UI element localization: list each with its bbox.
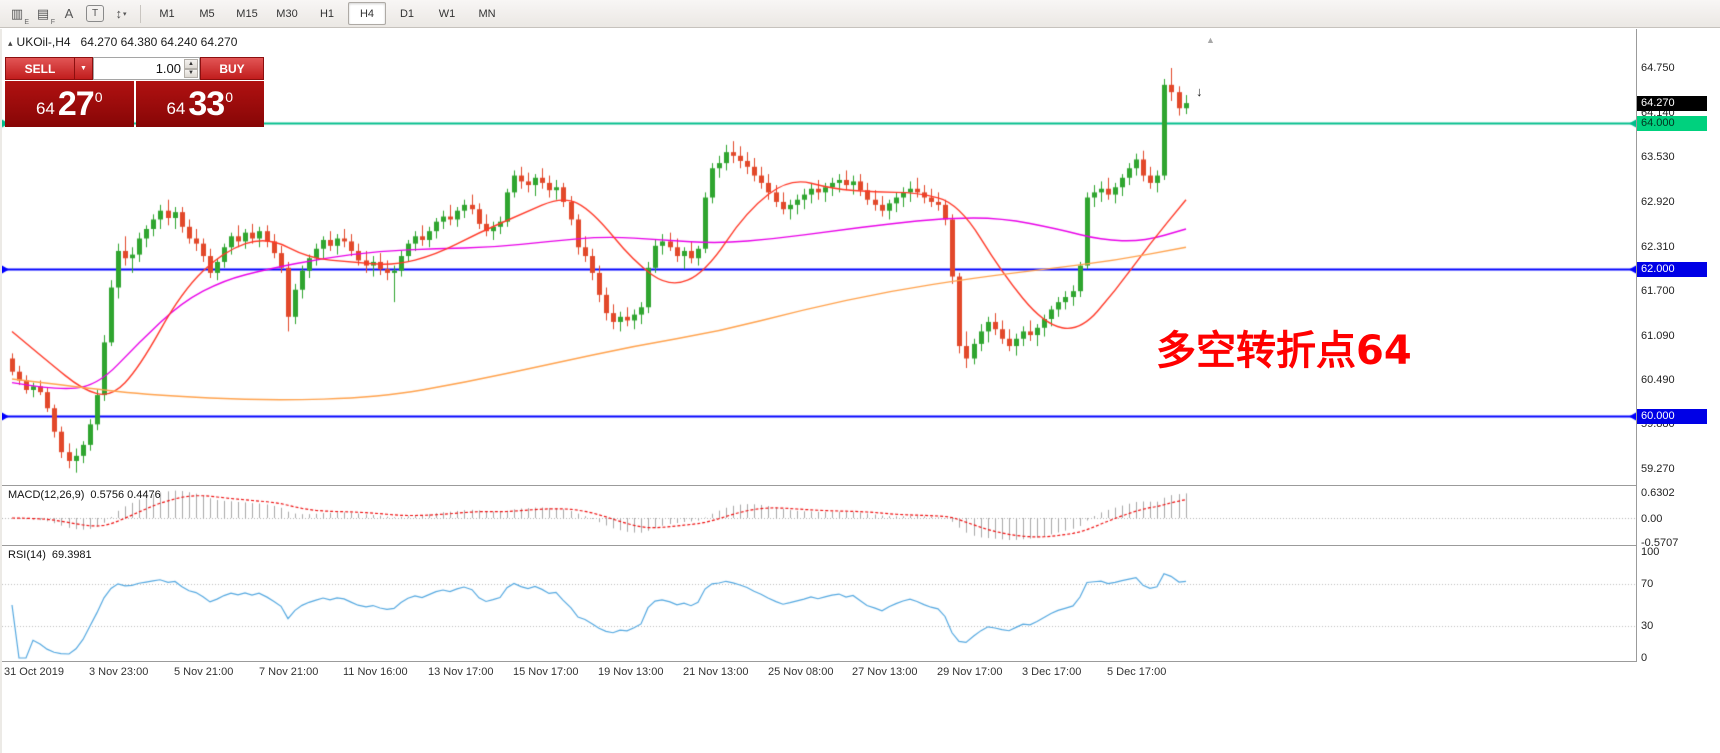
price-tick: 63.530 [1641, 151, 1675, 164]
rsi-scale-label: 30 [1641, 620, 1654, 633]
timeframe-M30[interactable]: M30 [276, 7, 298, 20]
panel-separator[interactable] [0, 485, 1636, 486]
volume-down-button[interactable]: ▼ [184, 68, 198, 78]
time-axis-label: 15 Nov 17:00 [513, 666, 579, 678]
last-price-arrow-icon: ↓ [1196, 84, 1203, 99]
macd-name: MACD(12,26,9) [8, 489, 85, 501]
buy-price-sup: 0 [225, 88, 234, 105]
price-badge: 64.270 [1637, 96, 1707, 112]
timeframe-H4[interactable]: H4 [348, 2, 386, 25]
sell-button[interactable]: SELL [5, 57, 75, 80]
price-tick: 60.490 [1641, 373, 1675, 386]
time-axis-label: 19 Nov 13:00 [598, 666, 664, 678]
order-type-dropdown[interactable]: ▼ [75, 57, 93, 80]
timeframe-H1[interactable]: H1 [319, 7, 335, 20]
main-chart-canvas[interactable] [2, 29, 1636, 485]
chart-symbol-label: UKOil-,H4 [16, 35, 71, 49]
drawing-tools-group: ▥ E ▤ F A T ↕ ▾ [4, 3, 134, 26]
buy-price-pips: 33 [188, 84, 225, 123]
chart-tool-e-icon[interactable]: ▥ E [10, 5, 29, 26]
time-axis-label: 13 Nov 17:00 [428, 666, 494, 678]
price-badge: 62.000 [1637, 262, 1707, 278]
rsi-value: 69.3981 [51, 549, 92, 561]
time-axis-label: 11 Nov 16:00 [343, 666, 408, 678]
cursor-tool-icon[interactable]: ↕ ▾ [115, 6, 127, 21]
price-tick: 62.310 [1641, 240, 1675, 253]
time-axis-label: 3 Dec 17:00 [1022, 666, 1082, 678]
sell-price-pips: 27 [57, 84, 95, 123]
chart-ohlc-values: 64.270 64.380 64.240 64.270 [80, 35, 238, 49]
volume-up-button[interactable]: ▲ [184, 59, 198, 69]
toolbar: ▥ E ▤ F A T ↕ ▾ M1 M5 M15 M30 H1 H4 D1 W1 MN [0, 0, 1720, 28]
price-tick: 61.090 [1641, 329, 1675, 342]
price-tick: 64.750 [1641, 62, 1675, 74]
time-axis-label: 29 Nov 17:00 [937, 666, 1003, 678]
timeframe-M5[interactable]: M5 [199, 7, 215, 20]
price-scale[interactable]: 64.750 64.140 63.530 62.920 62.310 61.700 61.0… [1637, 29, 1720, 664]
timeframe-M15[interactable]: M15 [236, 7, 258, 20]
collapse-panel-icon[interactable]: ▴ [8, 38, 13, 48]
volume-input[interactable] [94, 58, 199, 79]
price-tick: 61.700 [1641, 285, 1675, 298]
macd-panel-canvas[interactable] [2, 486, 1636, 545]
timeframe-M1[interactable]: M1 [159, 7, 175, 20]
macd-scale-label: 0.00 [1641, 513, 1663, 525]
time-axis[interactable]: 31 Oct 2019 3 Nov 23:00 5 Nov 21:00 7 Nov 2… [2, 662, 1636, 686]
time-axis-label: 7 Nov 21:00 [259, 666, 319, 678]
rsi-scale-label: 70 [1641, 577, 1654, 590]
time-axis-label: 3 Nov 23:00 [89, 666, 149, 678]
macd-label: MACD(12,26,9) 0.5756 0.4476 [8, 489, 167, 501]
window-left-border [0, 29, 2, 753]
rsi-panel-canvas[interactable] [2, 546, 1636, 661]
panel-separator [0, 661, 1636, 662]
annotation-text: 多空转折点64 [1156, 328, 1412, 374]
rsi-name: RSI(14) [8, 549, 46, 561]
chart-tool-f-icon[interactable]: ▤ F [36, 5, 55, 26]
timeframe-MN[interactable]: MN [478, 7, 496, 20]
macd-scale-label: 0.6302 [1641, 486, 1675, 499]
price-tick: 59.270 [1641, 463, 1675, 475]
sell-price-panel[interactable]: 64 27 0 [5, 81, 134, 127]
time-axis-label: 21 Nov 13:00 [683, 666, 749, 678]
price-tick: 62.920 [1641, 195, 1675, 208]
buy-price-base: 64 [166, 98, 186, 118]
toolbar-separator [140, 4, 141, 23]
rsi-scale-label: 0 [1641, 652, 1648, 664]
time-axis-label: 5 Dec 17:00 [1107, 666, 1167, 678]
sell-price-sup: 0 [94, 88, 103, 105]
timeframe-W1[interactable]: W1 [438, 7, 456, 20]
buy-price-panel[interactable]: 64 33 0 [135, 81, 264, 127]
timeframe-D1[interactable]: D1 [399, 7, 415, 20]
time-axis-label: 31 Oct 2019 [4, 666, 64, 678]
sell-price-base: 64 [35, 98, 55, 118]
price-badge: 60.000 [1637, 408, 1707, 424]
time-axis-label: 27 Nov 13:00 [852, 666, 918, 678]
chart-header: ▴ UKOil-,H4 64.270 64.380 64.240 64.270 [8, 35, 237, 49]
chart-shift-marker-icon[interactable]: ▲ [1206, 35, 1215, 45]
rsi-label: RSI(14) 69.3981 [8, 549, 98, 561]
buy-button[interactable]: BUY [200, 57, 264, 80]
volume-box: ▲ ▼ [93, 57, 200, 80]
rsi-scale-label: 100 [1641, 546, 1660, 558]
macd-scale-label: -0.5707 [1641, 536, 1679, 549]
timeframe-toolbar: M1 M5 M15 M30 H1 H4 D1 W1 MN [147, 2, 507, 25]
macd-values: 0.5756 0.4476 [90, 489, 161, 501]
text-label-tool-icon[interactable]: A [64, 6, 74, 21]
price-badge: 64.000 [1637, 115, 1707, 131]
panel-separator[interactable] [0, 545, 1636, 546]
time-axis-label: 25 Nov 08:00 [768, 666, 834, 678]
text-box-tool-icon[interactable]: T [86, 5, 104, 22]
time-axis-label: 5 Nov 21:00 [174, 666, 234, 678]
price-scale-separator [1636, 29, 1637, 662]
